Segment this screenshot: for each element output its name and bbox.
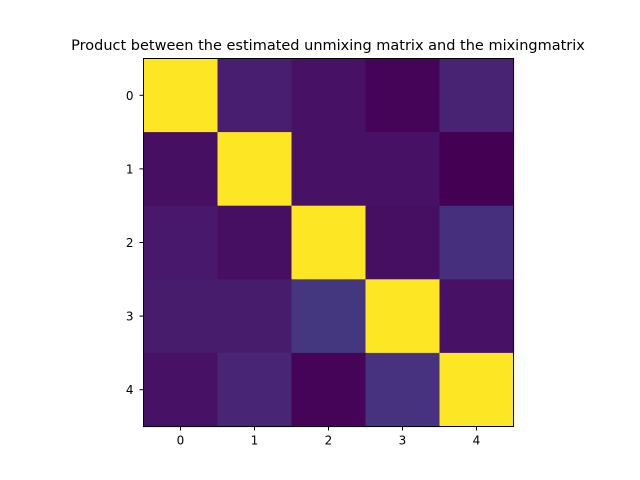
heatmap-cell-0-1	[217, 58, 293, 133]
heatmap-cell-1-0	[143, 132, 219, 207]
y-tick-label-0: 0	[126, 89, 134, 103]
heatmap-cell-3-0	[143, 279, 219, 354]
heatmap-cells	[143, 58, 515, 428]
heatmap-cell-2-2	[291, 205, 367, 280]
heatmap-cell-2-3	[365, 205, 441, 280]
x-tick-label-1: 1	[251, 434, 259, 448]
heatmap-cell-3-4	[439, 279, 515, 354]
heatmap-cell-4-4	[439, 352, 515, 428]
heatmap-cell-3-3	[365, 279, 441, 354]
heatmap-cell-4-1	[217, 352, 293, 428]
x-tick-label-0: 0	[177, 434, 185, 448]
x-tick-label-3: 3	[399, 434, 407, 448]
heatmap-cell-1-4	[439, 132, 515, 207]
y-tick-label-3: 3	[126, 310, 134, 324]
y-tick-label-4: 4	[126, 383, 134, 397]
x-tick-label-4: 4	[473, 434, 481, 448]
heatmap-cell-2-0	[143, 205, 219, 280]
heatmap-cell-4-0	[143, 352, 219, 428]
heatmap-cell-4-2	[291, 352, 367, 428]
heatmap-cell-0-2	[291, 58, 367, 133]
heatmap-cell-2-1	[217, 205, 293, 280]
heatmap-cell-1-2	[291, 132, 367, 207]
heatmap-cell-0-0	[143, 58, 219, 133]
x-axis-ticks: 0 1 2 3 4	[177, 426, 481, 448]
heatmap-cell-2-4	[439, 205, 515, 280]
heatmap-cell-0-4	[439, 58, 515, 133]
heatmap-cell-3-1	[217, 279, 293, 354]
y-axis-ticks: 0 1 2 3 4	[126, 89, 144, 397]
heatmap-cell-0-3	[365, 58, 441, 133]
x-tick-label-2: 2	[325, 434, 333, 448]
heatmap-cell-1-1	[217, 132, 293, 207]
heatmap-cell-3-2	[291, 279, 367, 354]
chart-title: Product between the estimated unmixing m…	[71, 38, 585, 54]
y-tick-label-1: 1	[126, 162, 134, 176]
heatmap-cell-4-3	[365, 352, 441, 428]
y-tick-label-2: 2	[126, 236, 134, 250]
heatmap-cell-1-3	[365, 132, 441, 207]
